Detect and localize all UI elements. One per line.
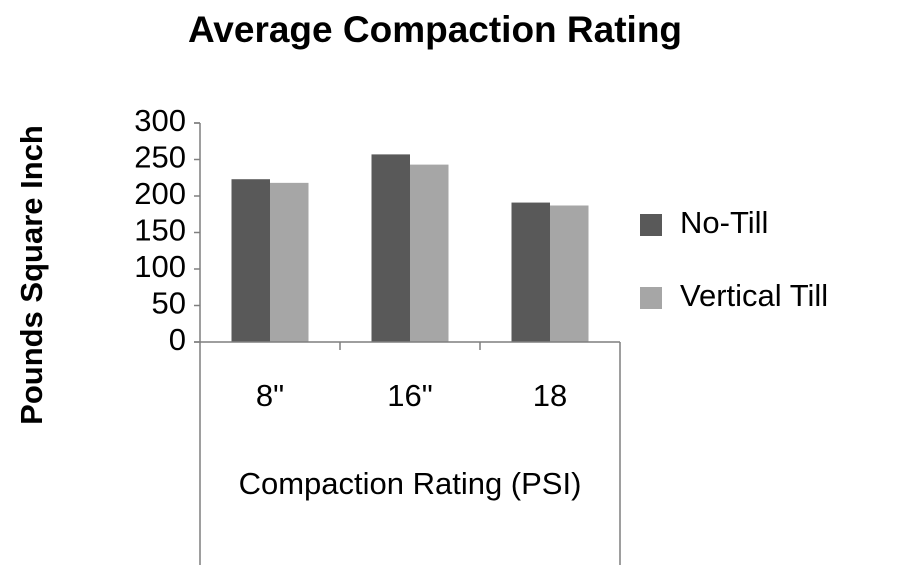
bar	[270, 182, 309, 342]
y-tick-label: 250	[134, 140, 186, 175]
legend-swatch	[640, 287, 662, 309]
x-tick-label: 8"	[256, 378, 284, 413]
y-tick-label: 50	[152, 286, 186, 321]
y-tick-label: 100	[134, 249, 186, 284]
legend-label: No-Till	[680, 205, 768, 240]
y-tick-label: 150	[134, 213, 186, 248]
y-axis-title: Pounds Square Inch	[14, 125, 49, 425]
chart-title: Average Compaction Rating	[188, 9, 682, 50]
bar	[231, 179, 270, 342]
x-tick-label: 16"	[387, 378, 433, 413]
legend-swatch	[640, 214, 662, 236]
y-tick-label: 0	[169, 322, 186, 357]
x-axis-title: Compaction Rating (PSI)	[238, 466, 582, 501]
bar	[550, 205, 589, 342]
x-tick-label: 18	[533, 378, 567, 413]
bar	[410, 164, 449, 342]
y-tick-label: 300	[134, 103, 186, 138]
y-tick-label: 200	[134, 176, 186, 211]
bar	[371, 154, 410, 342]
bar	[511, 202, 550, 342]
legend-label: Vertical Till	[680, 278, 828, 313]
